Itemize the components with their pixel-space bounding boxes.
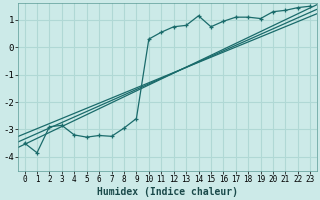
X-axis label: Humidex (Indice chaleur): Humidex (Indice chaleur) [97,186,238,197]
